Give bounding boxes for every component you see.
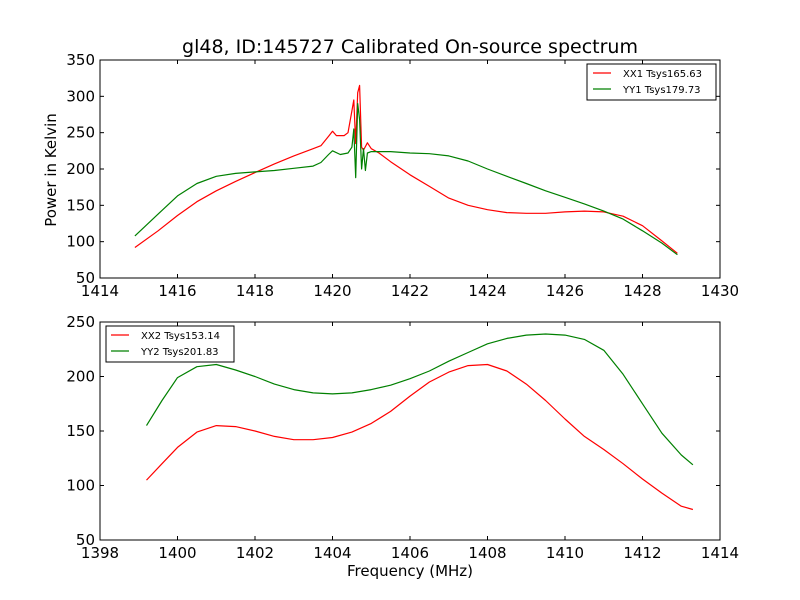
bottom-x-tick-label: 1402: [236, 544, 274, 562]
top-chart: gl48, ID:145727 Calibrated On-source spe…: [42, 36, 739, 300]
bottom-series-line-1: [145, 333, 694, 466]
top-axis-ticks: 1414 1416 1418 1420 1422 1424 1426 1428 1430 50 10…: [66, 51, 739, 300]
bottom-series-lines: [145, 333, 694, 511]
bottom-x-tick-label: 1404: [313, 544, 351, 562]
bottom-series-line-0: [146, 363, 694, 511]
bottom-x-tick-label: 1412: [623, 544, 661, 562]
bottom-y-tick-label: 150: [66, 422, 95, 440]
bottom-x-tick-label: 1410: [546, 544, 584, 562]
top-plot-frame: [99, 59, 721, 279]
top-y-tick-label: 300: [66, 87, 95, 105]
bottom-axis-ticks: 1398 1400 1402 1404 1406 1408 1410 1412 1414 50 10…: [66, 313, 739, 562]
top-y-tick-label: 200: [66, 160, 95, 178]
top-x-tick-label: 1426: [546, 282, 584, 300]
top-x-tick-label: 1428: [623, 282, 661, 300]
top-y-tick-label: 150: [66, 196, 95, 214]
top-y-tick-label: 250: [66, 124, 95, 142]
top-y-tick-label: 350: [66, 51, 95, 69]
bottom-legend-label-xx2: XX2 Tsys153.14: [141, 331, 220, 342]
top-x-tick-label: 1430: [701, 282, 739, 300]
chart-title: gl48, ID:145727 Calibrated On-source spe…: [182, 36, 638, 58]
top-y-axis-label: Power in Kelvin: [42, 113, 60, 227]
top-x-tick-label: 1414: [81, 282, 119, 300]
top-x-tick-label: 1424: [468, 282, 506, 300]
top-legend-box: [586, 63, 717, 101]
bottom-legend: XX2 Tsys153.14 YY2 Tsys201.83: [105, 325, 235, 363]
top-x-tick-label: 1418: [236, 282, 274, 300]
bottom-y-tick-label: 100: [66, 477, 95, 495]
top-x-tick-label: 1422: [391, 282, 429, 300]
bottom-plot-frame: [99, 321, 721, 541]
bottom-chart: 1398 1400 1402 1404 1406 1408 1410 1412 1414 50 10…: [66, 313, 739, 580]
top-y-tick-label: 50: [76, 269, 95, 287]
top-series-line-0: [134, 84, 678, 254]
top-legend-label-xx1: XX1 Tsys165.63: [623, 69, 702, 80]
bottom-y-tick-label: 50: [76, 531, 95, 549]
bottom-x-tick-label: 1408: [468, 544, 506, 562]
top-series-line-1: [134, 102, 678, 256]
top-legend: XX1 Tsys165.63 YY1 Tsys179.73: [586, 63, 717, 101]
top-y-tick-label: 100: [66, 233, 95, 251]
top-series-lines: [134, 84, 678, 256]
bottom-x-tick-label: 1414: [701, 544, 739, 562]
bottom-legend-label-yy2: YY2 Tsys201.83: [140, 347, 219, 358]
top-x-tick-label: 1420: [313, 282, 351, 300]
top-x-tick-label: 1416: [158, 282, 196, 300]
bottom-x-axis-label: Frequency (MHz): [347, 562, 473, 580]
bottom-x-tick-label: 1400: [158, 544, 196, 562]
bottom-y-tick-label: 250: [66, 313, 95, 331]
bottom-x-tick-label: 1406: [391, 544, 429, 562]
bottom-y-tick-label: 200: [66, 368, 95, 386]
bottom-x-tick-label: 1398: [81, 544, 119, 562]
bottom-legend-box: [105, 325, 235, 363]
top-legend-label-yy1: YY1 Tsys179.73: [622, 85, 701, 96]
